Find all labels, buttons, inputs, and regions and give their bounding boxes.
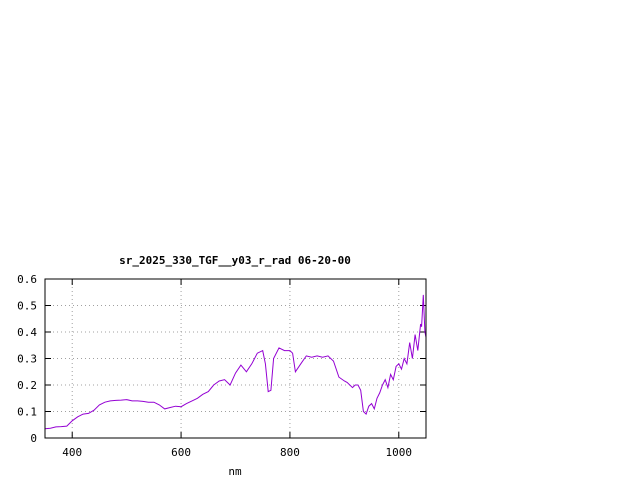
chart-title: sr_2025_330_TGF__y03_r_rad 06-20-00	[119, 254, 351, 267]
plot-frame	[44, 278, 427, 439]
y-tick-labels: 0 0.1 0.2 0.3 0.4 0.5 0.6	[17, 273, 37, 445]
x-tick-label: 1000	[386, 446, 413, 459]
y-tick-label: 0.1	[17, 406, 37, 419]
x-tick-label: 800	[280, 446, 300, 459]
series-line	[44, 294, 427, 430]
y-tick-label: 0	[30, 432, 37, 445]
y-tick-label: 0.2	[17, 379, 37, 392]
x-tick-label: 400	[62, 446, 82, 459]
y-tick-label: 0.6	[17, 273, 37, 286]
y-tick-label: 0.4	[17, 326, 37, 339]
grid-lines	[45, 279, 426, 438]
y-tick-label: 0.5	[17, 300, 37, 313]
x-tick-labels: 400 600 800 1000	[62, 446, 412, 459]
y-tick-label: 0.3	[17, 353, 37, 366]
axis-ticks	[45, 278, 426, 439]
x-axis-label: nm	[228, 465, 242, 478]
x-tick-label: 600	[171, 446, 191, 459]
